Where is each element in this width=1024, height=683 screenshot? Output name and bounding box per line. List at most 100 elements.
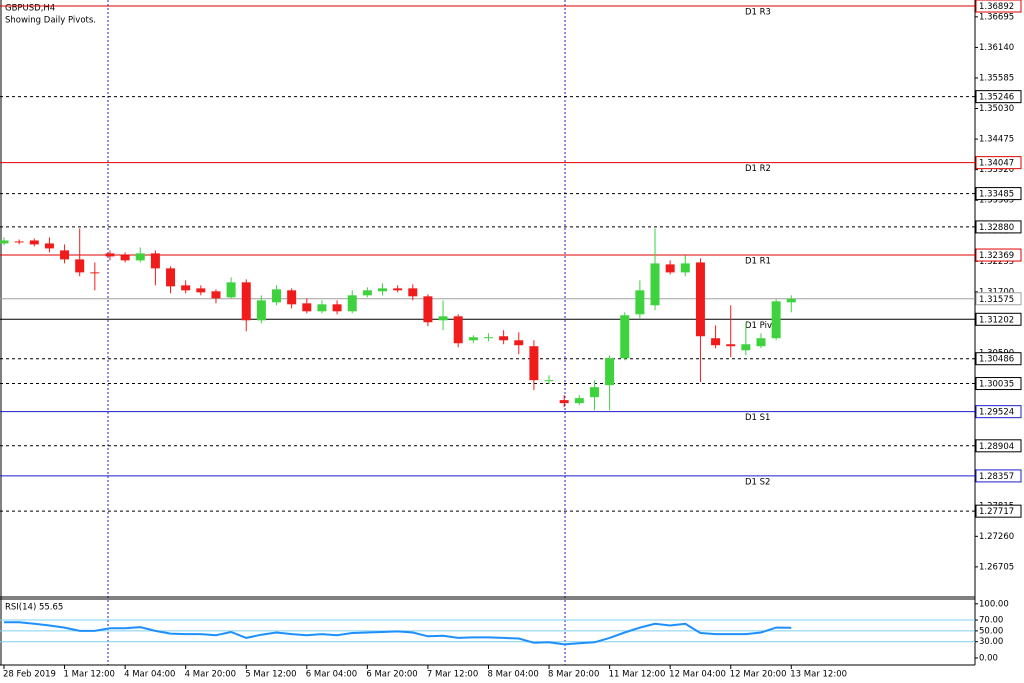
- candle-body: [60, 250, 70, 260]
- candle-body: [408, 288, 418, 297]
- candle-body: [362, 290, 372, 296]
- candle-body: [529, 346, 539, 381]
- indicator-tick-label: 50.00: [979, 626, 1003, 636]
- candle-body: [589, 387, 599, 398]
- level-price-box: [975, 312, 1022, 326]
- level-price-label: 1.30035: [979, 380, 1014, 390]
- candle-body: [483, 337, 493, 339]
- candle-body: [680, 263, 690, 273]
- candle-body: [665, 264, 675, 273]
- y-tick-label: 1.35030: [979, 104, 1014, 114]
- level-price-label: 1.29524: [979, 408, 1014, 418]
- level-name: D1 R1: [745, 257, 771, 267]
- indicator-title: RSI(14) 55.65: [5, 603, 63, 613]
- candle-body: [150, 253, 160, 269]
- x-tick-label: 4 Mar 20:00: [185, 670, 236, 680]
- level-price-label: 1.35246: [979, 93, 1014, 103]
- y-tick-label: 1.36140: [979, 43, 1014, 53]
- candle-body: [347, 295, 357, 312]
- y-tick-label: 1.27260: [979, 532, 1014, 542]
- level-price-label: 1.32880: [979, 223, 1014, 233]
- level-price-label: 1.31575: [979, 295, 1014, 305]
- level-price-box: [975, 90, 1022, 104]
- candle-body: [771, 301, 781, 339]
- level-name: D1 R2: [745, 164, 771, 174]
- level-name: D1 S2: [745, 477, 770, 487]
- level-price-box: [975, 352, 1022, 366]
- x-tick-label: 5 Mar 12:00: [245, 670, 296, 680]
- candle-body: [741, 344, 751, 351]
- candle-body: [726, 344, 736, 347]
- candle-body: [499, 336, 509, 341]
- level-price-box: [975, 292, 1022, 306]
- candle-body: [105, 253, 115, 257]
- candle-body: [438, 316, 448, 321]
- candle-body: [302, 303, 312, 312]
- x-tick-label: 7 Mar 12:00: [427, 670, 478, 680]
- candle-body: [181, 285, 191, 291]
- candle-body: [393, 288, 403, 291]
- indicator-line: [4, 621, 792, 646]
- level-price-box: [975, 469, 1022, 483]
- candle-body: [75, 259, 85, 273]
- indicator-tick-label: 100.00: [979, 599, 1009, 609]
- y-tick-label: 1.33365: [979, 196, 1014, 206]
- level-price-box: [975, 0, 1022, 13]
- level-price-box: [975, 439, 1022, 453]
- candle-body: [166, 268, 176, 287]
- candle-body: [241, 282, 251, 321]
- level-price-label: 1.27717: [979, 507, 1014, 517]
- candle-body: [423, 296, 433, 323]
- x-tick-label: 28 Feb 2019: [3, 670, 56, 680]
- candle-body: [90, 272, 100, 274]
- candle-body: [135, 253, 145, 261]
- level-price-label: 1.30486: [979, 355, 1014, 365]
- x-tick-label: 11 Mar 12:00: [609, 670, 666, 680]
- level-price-box: [975, 220, 1022, 234]
- candle-body: [272, 289, 282, 303]
- level-price-box: [975, 504, 1022, 518]
- indicator-tick-label: 30.00: [979, 637, 1003, 647]
- candle-body: [226, 282, 236, 298]
- candle-body: [211, 291, 221, 299]
- candle-body: [44, 243, 54, 249]
- x-tick-label: 12 Mar 04:00: [669, 670, 726, 680]
- candle-body: [14, 241, 24, 243]
- chart-title: GBPUSD,H4: [5, 4, 55, 14]
- x-tick-label: 13 Mar 12:00: [790, 670, 847, 680]
- level-price-box: [975, 405, 1022, 419]
- candle-body: [514, 340, 524, 346]
- candle-body: [29, 240, 39, 245]
- candle-body: [620, 315, 630, 359]
- candle-body: [317, 304, 327, 312]
- level-price-label: 1.28357: [979, 472, 1014, 482]
- level-price-label: 1.28904: [979, 442, 1014, 452]
- candle-body: [196, 288, 206, 293]
- level-name: D1 R3: [745, 8, 771, 18]
- level-name: D1 S1: [745, 413, 770, 423]
- y-tick-label: 1.35585: [979, 73, 1014, 83]
- x-tick-label: 6 Mar 20:00: [366, 670, 417, 680]
- indicator-tick-label: 0.00: [979, 653, 998, 663]
- level-price-box: [975, 187, 1022, 201]
- chart-subtitle: Showing Daily Pivots.: [5, 16, 96, 26]
- y-tick-label: 1.26705: [979, 562, 1014, 572]
- candle-body: [559, 400, 569, 404]
- x-tick-label: 6 Mar 04:00: [306, 670, 357, 680]
- x-tick-label: 8 Mar 04:00: [487, 670, 538, 680]
- level-price-box: [975, 248, 1022, 262]
- level-price-box: [975, 377, 1022, 391]
- candle-body: [287, 290, 297, 305]
- y-tick-label: 1.33920: [979, 165, 1014, 175]
- candle-body: [605, 358, 615, 386]
- candle-body: [695, 262, 705, 337]
- level-price-label: 1.34047: [979, 159, 1014, 169]
- level-price-label: 1.33485: [979, 190, 1014, 200]
- x-tick-label: 4 Mar 04:00: [124, 670, 175, 680]
- indicator-tick-label: 70.00: [979, 616, 1003, 626]
- y-tick-label: 1.32255: [979, 257, 1014, 267]
- x-tick-label: 1 Mar 12:00: [64, 670, 115, 680]
- candle-body: [544, 380, 554, 382]
